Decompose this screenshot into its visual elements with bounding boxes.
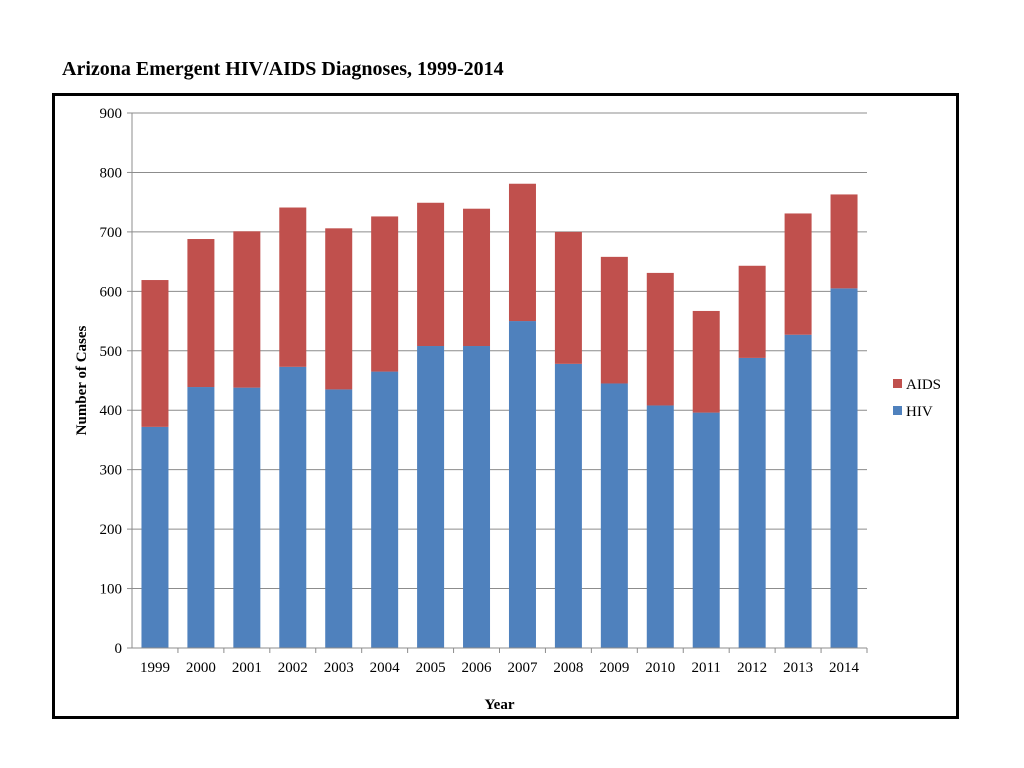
bars — [141, 183, 858, 648]
y-tick-label: 300 — [100, 463, 123, 479]
y-tick-label: 200 — [100, 522, 123, 538]
bar-hiv-2000 — [187, 387, 215, 648]
x-tick-label: 2002 — [278, 660, 308, 676]
x-tick-label: 2008 — [553, 660, 583, 676]
y-tick-label: 600 — [100, 284, 123, 300]
bar-hiv-2010 — [646, 405, 674, 648]
legend-label-hiv: HIV — [906, 404, 933, 420]
y-tick-label: 900 — [100, 106, 123, 122]
x-tick-label: 1999 — [140, 660, 170, 676]
bar-aids-2005 — [417, 202, 445, 347]
bar-aids-2006 — [463, 208, 491, 347]
bar-aids-2011 — [692, 310, 720, 413]
bar-hiv-2002 — [279, 366, 307, 648]
bar-aids-2004 — [371, 216, 399, 372]
legend-label-aids: AIDS — [906, 377, 941, 393]
bar-hiv-2003 — [325, 389, 353, 648]
legend-swatch-aids — [893, 379, 902, 388]
bar-hiv-2013 — [784, 334, 812, 648]
x-tick-label: 2012 — [737, 660, 767, 676]
bar-aids-2012 — [738, 265, 766, 358]
bar-aids-2003 — [325, 228, 353, 390]
bar-hiv-2004 — [371, 371, 399, 648]
x-tick-label: 2010 — [645, 660, 675, 676]
x-tick-label: 2006 — [462, 660, 493, 676]
bar-hiv-2006 — [463, 346, 491, 648]
bar-hiv-2014 — [830, 288, 858, 648]
bar-hiv-2001 — [233, 387, 261, 648]
legend: AIDS HIV — [893, 377, 941, 420]
axes — [127, 112, 868, 653]
y-axis-title: Number of Cases — [74, 325, 90, 435]
stacked-bar-chart: 0 100 200 300 400 500 600 700 800 900 1999 2000 2001… — [74, 106, 941, 713]
bar-aids-2001 — [233, 231, 261, 388]
y-tick-label: 800 — [100, 165, 123, 181]
x-tick-label: 2007 — [507, 660, 538, 676]
bar-hiv-2007 — [508, 321, 536, 648]
y-tick-label: 0 — [115, 641, 123, 657]
y-tick-label: 700 — [100, 225, 123, 241]
bar-aids-1999 — [141, 280, 169, 427]
legend-swatch-hiv — [893, 406, 902, 415]
bar-aids-2007 — [508, 183, 536, 322]
bar-aids-2014 — [830, 194, 858, 289]
y-tick-label: 500 — [100, 344, 123, 360]
bar-hiv-2009 — [600, 383, 628, 648]
x-tick-label: 2001 — [232, 660, 262, 676]
bar-aids-2010 — [646, 272, 674, 406]
bar-hiv-2012 — [738, 357, 766, 648]
chart-frame: 0 100 200 300 400 500 600 700 800 900 1999 2000 2001… — [52, 93, 959, 719]
x-tick-label: 2004 — [370, 660, 401, 676]
axis-labels: 0 100 200 300 400 500 600 700 800 900 1999 2000 2001… — [74, 106, 860, 713]
bar-aids-2002 — [279, 207, 307, 367]
x-tick-label: 2013 — [783, 660, 813, 676]
bar-hiv-2008 — [554, 363, 582, 648]
bar-hiv-2011 — [692, 412, 720, 648]
x-tick-label: 2009 — [599, 660, 629, 676]
x-tick-label: 2000 — [186, 660, 216, 676]
y-tick-label: 100 — [100, 582, 123, 598]
x-tick-label: 2014 — [829, 660, 860, 676]
x-tick-label: 2003 — [324, 660, 354, 676]
x-tick-label: 2011 — [691, 660, 720, 676]
bar-hiv-1999 — [141, 426, 169, 648]
x-tick-label: 2005 — [416, 660, 446, 676]
x-axis-title: Year — [485, 697, 515, 713]
bar-aids-2009 — [600, 256, 628, 384]
bar-hiv-2005 — [417, 346, 445, 648]
bar-aids-2013 — [784, 213, 812, 335]
y-tick-label: 400 — [100, 403, 123, 419]
bar-aids-2000 — [187, 239, 215, 388]
page-title: Arizona Emergent HIV/AIDS Diagnoses, 199… — [62, 58, 504, 80]
bar-aids-2008 — [554, 231, 582, 364]
